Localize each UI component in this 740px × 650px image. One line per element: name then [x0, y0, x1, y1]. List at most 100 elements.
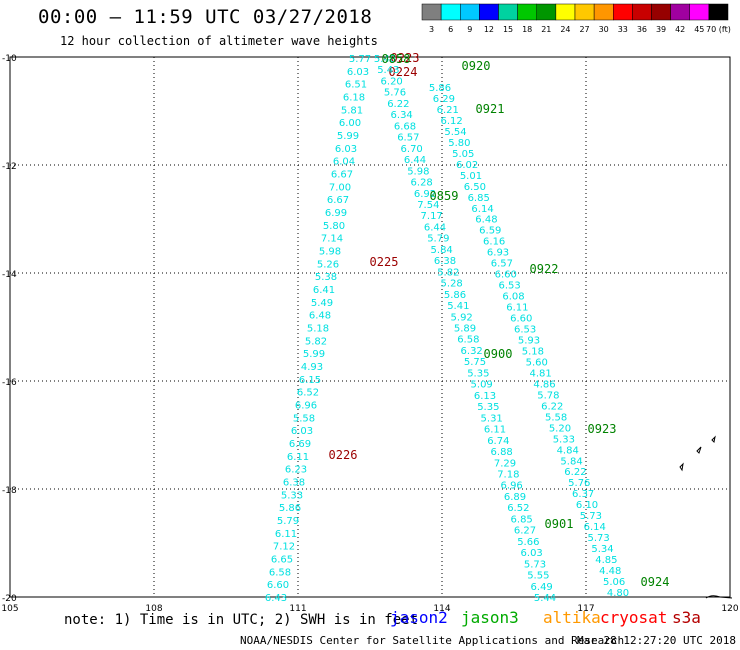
- wave-height-value: 6.44: [424, 222, 446, 233]
- footer-note: note: 1) Time is in UTC; 2) SWH is in fe…: [64, 612, 419, 628]
- wave-height-value: 7.12: [273, 542, 295, 553]
- wave-height-value: 5.33: [553, 434, 575, 445]
- wave-height-value: 6.68: [394, 121, 416, 132]
- wave-height-value: 5.48: [374, 54, 396, 65]
- wave-height-value: 6.59: [479, 226, 501, 237]
- wave-height-value: 7.54: [417, 200, 439, 211]
- wave-height-value: 6.58: [269, 567, 291, 578]
- wave-height-value: 6.60: [495, 270, 517, 281]
- wave-height-value: 5.20: [549, 423, 571, 434]
- wave-height-value: 7.17: [421, 211, 443, 222]
- wave-height-value: 6.92: [414, 189, 436, 200]
- wave-height-value: 6.16: [483, 237, 505, 248]
- wave-height-value: 6.04: [333, 157, 355, 168]
- wave-height-value: 6.15: [299, 375, 321, 386]
- wave-height-value: 4.93: [301, 362, 323, 373]
- pass-time-label: 0920: [462, 59, 491, 73]
- wave-height-value: 6.14: [584, 522, 606, 533]
- colorbar-label: 45: [694, 25, 704, 34]
- wave-height-value: 6.49: [531, 582, 553, 593]
- wave-height-value: 5.76: [568, 478, 590, 489]
- colorbar-label: 9: [467, 25, 472, 34]
- wave-height-value: 6.32: [461, 346, 483, 357]
- colorbar-swatch: [421, 3, 442, 21]
- wave-height-value: 6.12: [440, 116, 462, 127]
- wave-height-value: 6.88: [491, 447, 513, 458]
- wave-height-value: 6.74: [487, 436, 509, 447]
- pass-time-label: 0223: [391, 51, 420, 65]
- wave-height-value: 7.18: [497, 469, 519, 480]
- wave-height-value: 5.34: [591, 544, 613, 555]
- wave-height-value: 5.86: [444, 290, 466, 301]
- pass-time-label: 0923: [588, 422, 617, 436]
- wave-height-value: 5.01: [460, 171, 482, 182]
- colorbar-swatch: [593, 3, 614, 21]
- pass-time-label: 0900: [484, 347, 513, 361]
- wave-height-value: 5.54: [444, 127, 466, 138]
- wave-height-value: 5.86: [429, 83, 451, 94]
- lat-tick-label: -10: [2, 54, 17, 64]
- pass-time-label: 0921: [476, 102, 505, 116]
- wave-height-value: 6.50: [464, 182, 486, 193]
- lon-tick-label: 108: [145, 604, 162, 614]
- chart-title: 00:00 – 11:59 UTC 03/27/2018: [38, 6, 373, 28]
- legend-altika: altika: [543, 608, 601, 627]
- wave-height-value: 7.14: [321, 234, 343, 245]
- wave-height-value: 5.44: [534, 593, 556, 604]
- wave-height-value: 6.20: [381, 76, 403, 87]
- colorbar-label: 24: [560, 25, 570, 34]
- color-scale: 3 6 9 12 15 18 21 24 27 30 33 36 39 42 45 70 (ft): [421, 3, 731, 34]
- lat-lon-grid: [10, 57, 730, 597]
- chart-subtitle: 12 hour collection of altimeter wave hei…: [60, 34, 378, 48]
- wave-height-value: 6.52: [507, 503, 529, 514]
- colorbar-label: 30: [599, 25, 609, 34]
- wave-height-value: 6.14: [471, 204, 493, 215]
- pass-time-label: 0859: [430, 189, 459, 203]
- colorbar-label: 18: [522, 25, 532, 34]
- wave-height-value: 5.79: [277, 516, 299, 527]
- lat-tick-label: -20: [2, 594, 17, 604]
- wave-height-value: 5.79: [427, 234, 449, 245]
- wave-height-value: 6.11: [484, 425, 506, 436]
- legend-s3a: s3a: [672, 608, 701, 627]
- wave-height-value: 6.22: [541, 401, 563, 412]
- colorbar-swatch: [670, 3, 690, 21]
- wave-height-value: 5.41: [447, 301, 469, 312]
- wave-height-value: 5.81: [341, 105, 363, 116]
- wave-height-value: 5.86: [279, 503, 301, 514]
- pass-time-label: 0901: [545, 517, 574, 531]
- footer-credit: NOAA/NESDIS Center for Satellite Applica…: [240, 634, 625, 647]
- wave-height-value: 5.06: [603, 577, 625, 588]
- wave-height-value: 5.73: [588, 533, 610, 544]
- colorbar-label: 33: [618, 25, 628, 34]
- pass-time-label: 0924: [641, 575, 670, 589]
- wave-height-value: 6.70: [401, 144, 423, 155]
- wave-height-value: 6.18: [343, 93, 365, 104]
- wave-height-value: 5.35: [477, 402, 499, 413]
- wave-height-value: 5.60: [526, 357, 548, 368]
- colorbar-swatch: [708, 3, 729, 21]
- wave-height-value: 6.57: [397, 133, 419, 144]
- wave-height-value: 6.99: [325, 208, 347, 219]
- colorbar-swatch: [651, 3, 671, 21]
- wave-height-value: 6.38: [283, 478, 305, 489]
- wave-height-value: 6.96: [295, 401, 317, 412]
- wave-height-value: 6.51: [345, 80, 367, 91]
- colorbar-swatch: [574, 3, 595, 21]
- wave-height-value: 6.41: [313, 285, 335, 296]
- wave-height-value: 6.89: [504, 492, 526, 503]
- wave-height-value: 7.29: [494, 458, 516, 469]
- wave-height-value: 7.00: [329, 182, 351, 193]
- wave-height-value: 5.28: [441, 279, 463, 290]
- wave-height-value: 6.11: [275, 529, 297, 540]
- track-jason3: 5.485.436.205.766.226.346.686.576.706.44…: [374, 52, 574, 604]
- pass-time-label: 0226: [329, 448, 358, 462]
- wave-height-value: 5.78: [537, 390, 559, 401]
- lon-tick-label: 117: [577, 604, 594, 614]
- colorbar-swatch: [632, 3, 652, 21]
- plot-frame: [9, 56, 731, 598]
- wave-height-value: 6.03: [521, 548, 543, 559]
- legend-jason3: jason3: [461, 608, 519, 627]
- wave-height-value: 5.99: [337, 131, 359, 142]
